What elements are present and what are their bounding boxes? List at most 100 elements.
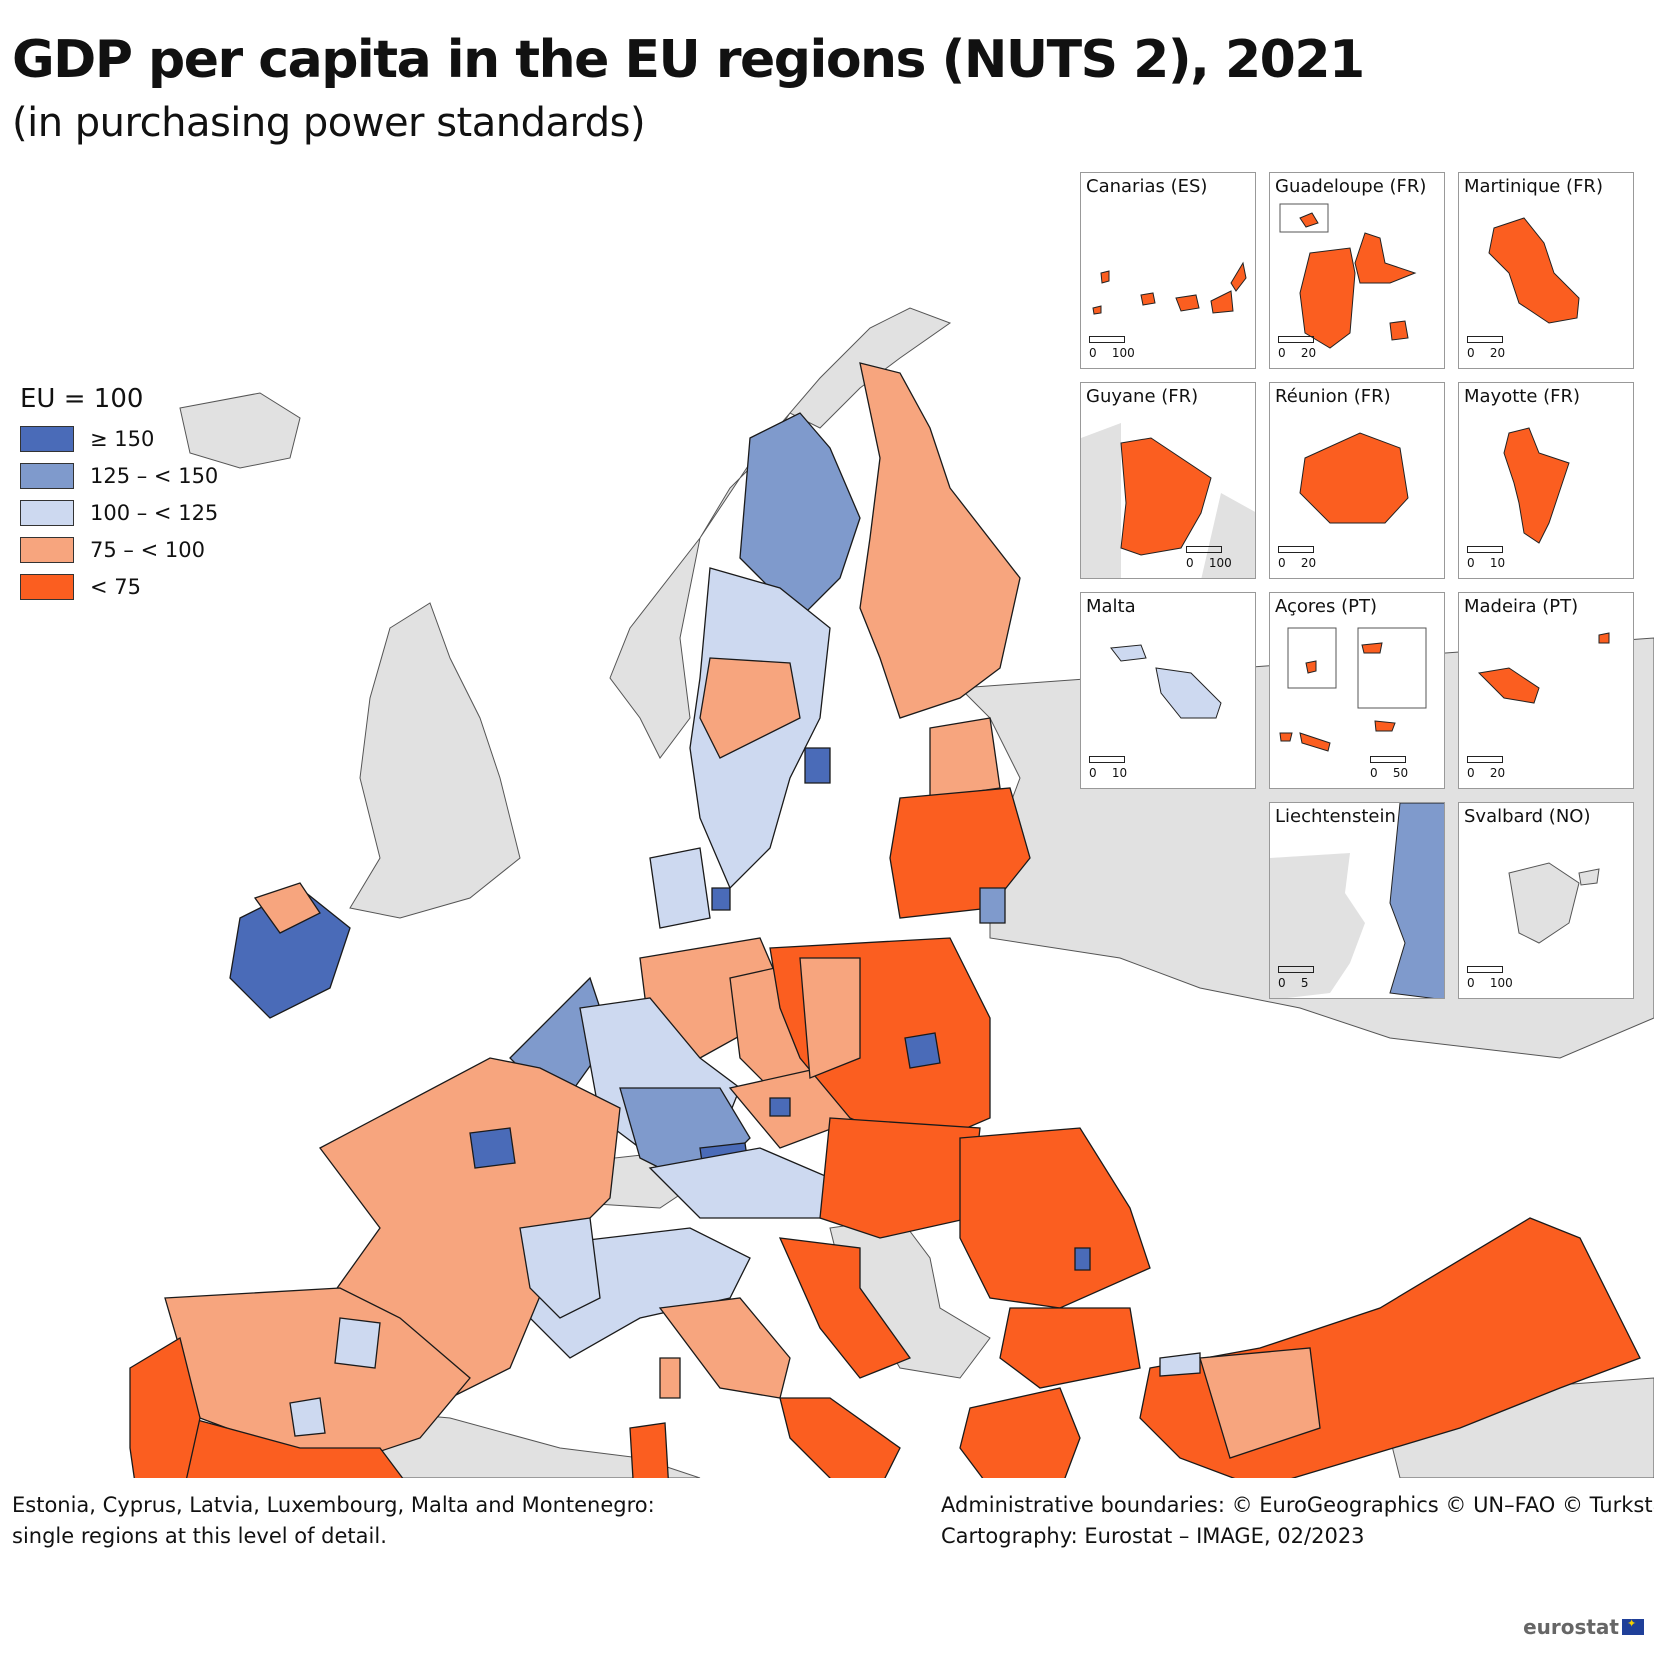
legend-swatch [20,536,74,563]
france-regions [319,1057,621,1399]
legend-label: ≥ 150 [90,426,155,451]
scale-bar: 0 10 [1467,546,1505,570]
portugal-regions [129,1336,201,1478]
spain-south-regions [172,1417,404,1478]
inset-label: Madeira (PT) [1464,596,1579,617]
inset-martinique-shape [1488,217,1580,324]
legend-swatch [20,573,74,600]
bulgaria-regions [999,1307,1141,1389]
finland-regions [859,362,1021,719]
footnote-line: Estonia, Cyprus, Latvia, Luxembourg, Mal… [12,1493,655,1517]
stockholm-region [804,747,831,784]
hungary-slovakia-regions [819,1117,981,1239]
inset-guadeloupe-shape [1279,203,1417,349]
greece-regions [959,1387,1081,1478]
inset-mayotte: Mayotte (FR) 0 10 [1458,382,1634,579]
istanbul-region [1159,1352,1201,1377]
inset-canarias-shape [1092,261,1247,315]
estonia-region [929,717,1001,799]
inset-martinique: Martinique (FR) 0 20 [1458,172,1634,369]
inset-label: Canarias (ES) [1086,176,1208,197]
credits-line: Administrative boundaries: © EuroGeograp… [941,1493,1654,1517]
footnote-line: single regions at this level of detail. [12,1524,387,1548]
eurostat-logo: eurostat [1523,1615,1644,1639]
inset-guyane: Guyane (FR) 0 100 [1080,382,1256,579]
inset-reunion: Réunion (FR) 0 20 [1269,382,1445,579]
inset-label: Réunion (FR) [1275,386,1391,407]
poland-west-regions [799,957,861,1079]
corsica-region [659,1357,681,1399]
inset-malta-shape [1110,644,1222,719]
vilnius-region [979,887,1006,924]
italy-central-regions [658,1297,791,1399]
legend-item: 125 – < 150 [20,457,218,494]
scale-bar: 0 50 [1370,756,1408,780]
eu-regions [129,362,1641,1478]
inset-acores: Açores (PT) 0 50 [1269,592,1445,789]
bucharest-region [1074,1247,1091,1271]
inset-guyane-shape [1081,423,1255,578]
eu-flag-icon [1622,1617,1644,1635]
scale-bar: 0 20 [1467,756,1505,780]
inset-label: Malta [1086,596,1136,617]
legend-swatch [20,425,74,452]
denmark-regions [649,847,711,929]
inset-label: Liechtenstein [1275,806,1396,827]
inset-reunion-shape [1299,432,1409,524]
inset-liechtenstein: Liechtenstein 0 5 [1269,802,1445,999]
scale-bar: 0 20 [1278,546,1316,570]
legend-swatch [20,462,74,489]
inset-madeira: Madeira (PT) 0 20 [1458,592,1634,789]
credits: Administrative boundaries: © EuroGeograp… [941,1490,1654,1552]
map-title: GDP per capita in the EU regions (NUTS 2… [12,30,1365,90]
sweden-north-regions [739,412,861,619]
scale-bar: 0 100 [1186,546,1232,570]
legend-label: 125 – < 150 [90,463,219,488]
credits-line: Cartography: Eurostat – IMAGE, 02/2023 [941,1524,1365,1548]
scale-bar: 0 20 [1467,336,1505,360]
paris-region [469,1127,516,1169]
legend-item: 100 – < 125 [20,494,218,531]
copenhagen-region [711,887,731,911]
inset-acores-shape [1279,627,1427,752]
inset-label: Guadeloupe (FR) [1275,176,1427,197]
inset-label: Guyane (FR) [1086,386,1199,407]
inset-label: Svalbard (NO) [1464,806,1591,827]
europe-map [129,307,1654,1478]
inset-liechtenstein-shape [1270,803,1444,998]
map-subtitle: (in purchasing power standards) [12,100,646,146]
croatia-slovenia-regions [778,1237,912,1379]
legend-label: 100 – < 125 [90,500,219,525]
turkey-west-regions [1199,1347,1321,1459]
inset-label: Açores (PT) [1275,596,1377,617]
scale-bar: 0 100 [1089,336,1135,360]
inset-canarias: Canarias (ES) 0 100 [1080,172,1256,369]
italy-south-regions [779,1397,901,1478]
ireland-northwest-region [253,882,321,934]
legend-item: 75 – < 100 [20,531,218,568]
great-britain-land [349,602,521,919]
legend-item: < 75 [20,568,218,605]
sweden-middle-regions [699,657,801,759]
spain-northeast-regions [334,1317,381,1369]
romania-regions [959,1127,1151,1309]
inset-guadeloupe: Guadeloupe (FR) 0 20 [1269,172,1445,369]
inset-svalbard-shape [1508,862,1600,944]
inset-label: Mayotte (FR) [1464,386,1581,407]
logo-text: eurostat [1523,1615,1619,1639]
iceland-land [179,392,301,469]
sardinia-region [629,1422,669,1478]
france-east-regions [519,1217,601,1319]
footnote: Estonia, Cyprus, Latvia, Luxembourg, Mal… [12,1490,655,1552]
inset-svalbard: Svalbard (NO) 0 100 [1458,802,1634,999]
scale-bar: 0 100 [1467,966,1513,990]
prague-region [769,1097,791,1117]
madrid-region [289,1397,326,1437]
inset-madeira-shape [1477,632,1610,704]
inset-malta: Malta 0 10 [1080,592,1256,789]
inset-mayotte-shape [1503,427,1570,544]
inset-label: Martinique (FR) [1464,176,1603,197]
legend-title: EU = 100 [20,384,144,414]
legend: EU = 100 ≥ 150 125 – < 150 100 – < 125 7… [20,384,218,605]
legend-label: < 75 [90,574,141,599]
